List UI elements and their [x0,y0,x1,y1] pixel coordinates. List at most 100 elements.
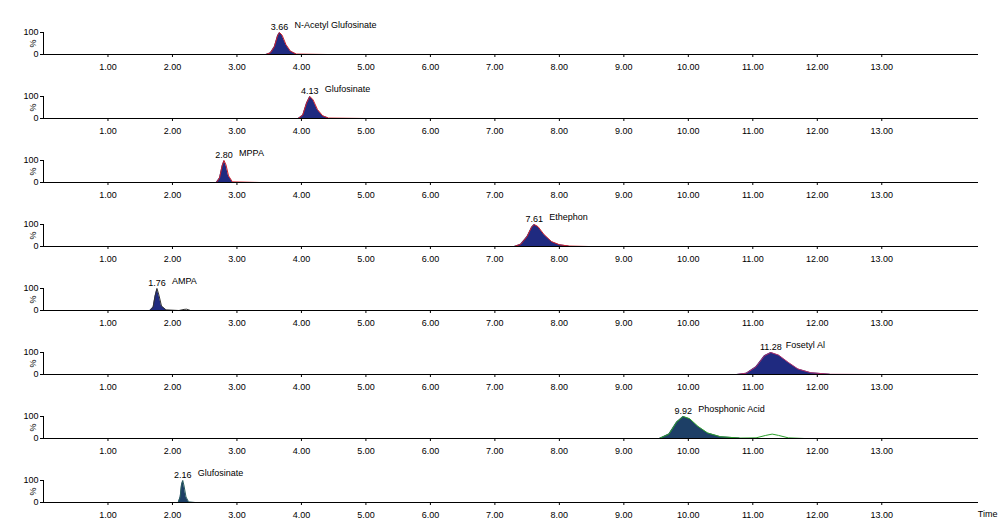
svg-text:2.00: 2.00 [164,190,182,198]
svg-text:100: 100 [23,219,38,229]
svg-text:100: 100 [23,155,38,165]
svg-text:5.00: 5.00 [357,254,375,262]
svg-text:9.00: 9.00 [615,510,633,518]
svg-text:100: 100 [23,475,38,485]
svg-text:3.00: 3.00 [228,190,246,198]
svg-text:10.00: 10.00 [677,126,700,134]
svg-text:2.00: 2.00 [164,510,182,518]
svg-text:0: 0 [33,113,38,123]
svg-text:7.00: 7.00 [486,446,504,454]
svg-text:13.00: 13.00 [871,318,894,326]
svg-text:7.00: 7.00 [486,190,504,198]
svg-text:6.00: 6.00 [422,446,440,454]
svg-text:6.00: 6.00 [422,254,440,262]
svg-text:1.00: 1.00 [99,254,117,262]
svg-text:6.00: 6.00 [422,62,440,70]
svg-text:8.00: 8.00 [551,318,569,326]
svg-text:100: 100 [23,283,38,293]
svg-text:6.00: 6.00 [422,510,440,518]
svg-text:4.00: 4.00 [293,446,311,454]
svg-text:8.00: 8.00 [551,382,569,390]
svg-text:0: 0 [33,241,38,251]
svg-text:2.00: 2.00 [164,254,182,262]
svg-text:4.00: 4.00 [293,382,311,390]
svg-text:6.00: 6.00 [422,318,440,326]
svg-text:3.00: 3.00 [228,126,246,134]
svg-text:6.00: 6.00 [422,190,440,198]
svg-text:3.66: 3.66 [271,22,289,32]
svg-text:2.80: 2.80 [215,150,233,160]
svg-text:Glufosinate: Glufosinate [198,468,244,478]
svg-text:MPPA: MPPA [239,148,264,158]
svg-text:0: 0 [33,177,38,187]
svg-text:12.00: 12.00 [806,126,829,134]
svg-text:1.00: 1.00 [99,510,117,518]
svg-text:13.00: 13.00 [871,382,894,390]
svg-text:9.00: 9.00 [615,62,633,70]
svg-text:4.00: 4.00 [293,510,311,518]
svg-text:5.00: 5.00 [357,382,375,390]
svg-text:11.00: 11.00 [742,318,764,326]
svg-text:4.13: 4.13 [301,86,319,96]
svg-text:100: 100 [23,91,38,101]
svg-text:13.00: 13.00 [871,446,894,454]
svg-text:7.61: 7.61 [525,214,543,224]
svg-text:3.00: 3.00 [228,510,246,518]
svg-text:9.92: 9.92 [674,406,692,416]
svg-text:7.00: 7.00 [486,318,504,326]
svg-text:%: % [28,231,38,239]
svg-text:1.00: 1.00 [99,190,117,198]
svg-text:2.00: 2.00 [164,318,182,326]
svg-text:7.00: 7.00 [486,126,504,134]
svg-text:8.00: 8.00 [551,126,569,134]
svg-text:10.00: 10.00 [677,190,700,198]
svg-text:3.00: 3.00 [228,62,246,70]
svg-text:1.00: 1.00 [99,318,117,326]
svg-text:3.00: 3.00 [228,382,246,390]
svg-text:4.00: 4.00 [293,126,311,134]
svg-text:4.00: 4.00 [293,318,311,326]
svg-text:11.00: 11.00 [742,62,764,70]
svg-text:%: % [28,39,38,47]
svg-text:10.00: 10.00 [677,254,700,262]
svg-text:5.00: 5.00 [357,318,375,326]
svg-text:8.00: 8.00 [551,254,569,262]
svg-text:4.00: 4.00 [293,254,311,262]
svg-text:5.00: 5.00 [357,190,375,198]
svg-text:4.00: 4.00 [293,190,311,198]
svg-text:9.00: 9.00 [615,126,633,134]
svg-text:1.00: 1.00 [99,126,117,134]
svg-text:2.00: 2.00 [164,446,182,454]
svg-text:11.00: 11.00 [742,382,764,390]
svg-text:11.28: 11.28 [760,342,782,352]
svg-text:%: % [28,295,38,303]
svg-text:9.00: 9.00 [615,318,633,326]
svg-text:1.00: 1.00 [99,62,117,70]
svg-text:7.00: 7.00 [486,254,504,262]
svg-text:1.00: 1.00 [99,382,117,390]
svg-text:9.00: 9.00 [615,382,633,390]
svg-text:Ethephon: Ethephon [549,212,588,222]
svg-text:5.00: 5.00 [357,510,375,518]
svg-text:10.00: 10.00 [677,510,700,518]
svg-text:2.00: 2.00 [164,382,182,390]
svg-text:11.00: 11.00 [742,126,764,134]
svg-text:11.00: 11.00 [742,510,764,518]
svg-text:0: 0 [33,49,38,59]
svg-text:Fosetyl Al: Fosetyl Al [786,340,825,350]
svg-text:13.00: 13.00 [871,510,894,518]
svg-text:12.00: 12.00 [806,510,829,518]
svg-text:7.00: 7.00 [486,382,504,390]
svg-text:2.00: 2.00 [164,126,182,134]
svg-text:%: % [28,487,38,495]
svg-text:12.00: 12.00 [806,254,829,262]
svg-text:9.00: 9.00 [615,446,633,454]
svg-text:11.00: 11.00 [742,254,764,262]
svg-text:7.00: 7.00 [486,62,504,70]
svg-text:Time: Time [978,509,998,519]
svg-text:1.76: 1.76 [148,278,166,288]
svg-text:2.16: 2.16 [174,470,192,480]
svg-text:12.00: 12.00 [806,318,829,326]
svg-text:8.00: 8.00 [551,510,569,518]
svg-text:6.00: 6.00 [422,126,440,134]
